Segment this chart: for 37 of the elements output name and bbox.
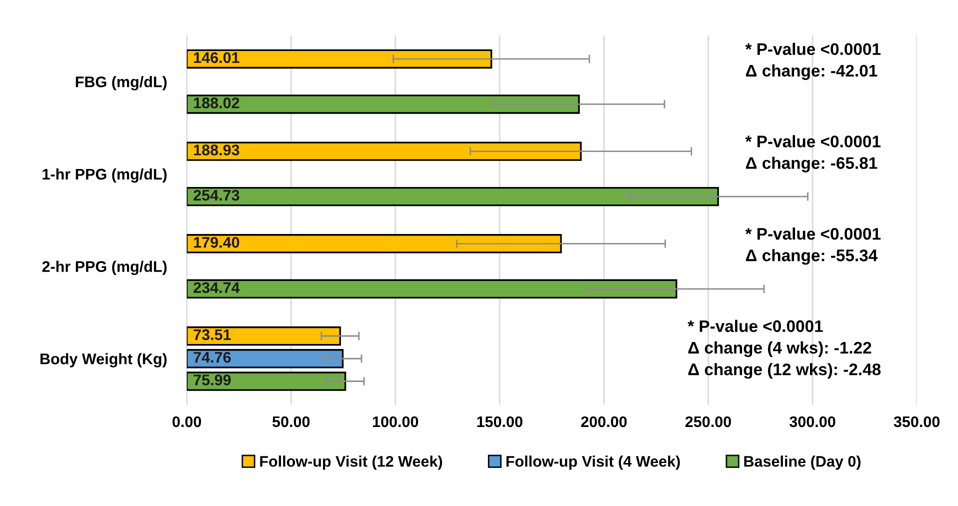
bar	[186, 186, 719, 206]
annotation: * P-value <0.0001 Δ change: -65.81	[745, 135, 881, 172]
bar	[186, 142, 582, 161]
y-tick-label: Body Weight (Kg)	[40, 353, 167, 368]
data-label: 73.51	[194, 329, 231, 340]
y-tick-label: FBG (mg/dL)	[76, 76, 167, 90]
legend-label: Baseline (Day 0)	[744, 456, 861, 470]
data-label: 188.02	[194, 98, 240, 108]
bar	[186, 279, 678, 299]
x-tick-label: 250.00	[685, 416, 731, 428]
data-label: 75.99	[194, 374, 231, 386]
x-tick-label: 300.00	[790, 416, 836, 428]
annotation: * P-value <0.0001 Δ change: -55.34	[745, 228, 881, 265]
y-tick-label: 1-hr PPG (mg/dL)	[42, 168, 167, 183]
annotation: * P-value <0.0001 Δ change: -42.01	[745, 42, 881, 80]
bar	[186, 372, 346, 391]
data-label: 234.74	[194, 282, 240, 294]
x-tick-label: 50.00	[272, 416, 310, 428]
bar	[186, 49, 492, 69]
legend-label: Follow-up Visit (4 Week)	[506, 456, 680, 470]
x-tick-label: 100.00	[372, 416, 418, 428]
x-tick-label: 350.00	[894, 416, 940, 428]
bar	[186, 94, 580, 114]
legend-label: Follow-up Visit (12 Week)	[260, 456, 442, 470]
data-label: 254.73	[194, 190, 240, 201]
data-label: 74.76	[194, 352, 231, 363]
x-tick-label: 200.00	[581, 416, 627, 428]
x-tick-label: 150.00	[477, 416, 522, 428]
bar	[186, 326, 341, 346]
annotation: * P-value <0.0001 Δ change (4 wks): -1.22 Δ change (12 wks): -2.48	[688, 320, 881, 379]
data-label: 188.93	[194, 144, 240, 156]
bar	[186, 349, 344, 368]
data-label: 146.01	[194, 52, 240, 64]
data-label: 179.40	[194, 236, 240, 248]
x-tick-label: 0.00	[172, 416, 202, 428]
y-tick-label: 2-hr PPG (mg/dL)	[42, 260, 167, 276]
bar	[186, 234, 562, 254]
